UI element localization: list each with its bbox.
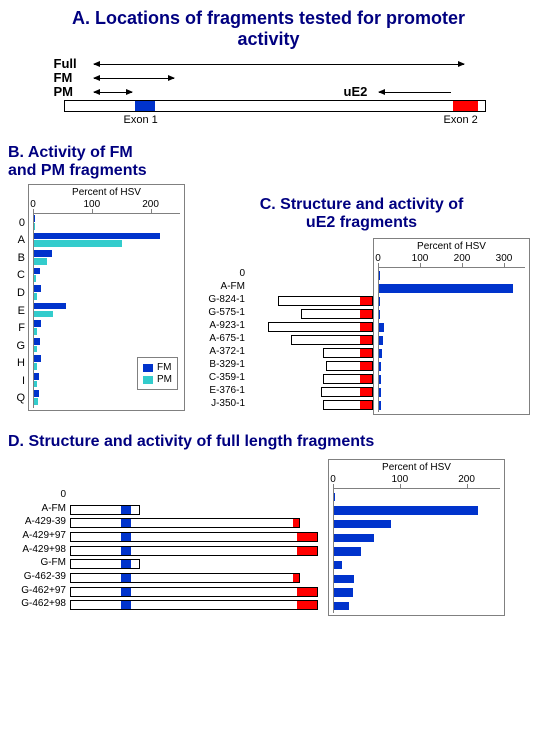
panel-c-title: C. Structure and activity of uE2 fragmen… xyxy=(193,196,530,232)
arrow-label: PM xyxy=(54,84,74,99)
panel-a-title: A. Locations of fragments tested for pro… xyxy=(8,8,529,50)
arrow-label: uE2 xyxy=(344,84,368,99)
arrow-label: Full xyxy=(54,56,77,71)
panel-d-chart: Percent of HSV0100200 xyxy=(328,459,505,616)
panel-d-structures: 0A-FMA-429-39A-429+97A-429+98G-FMG-462-3… xyxy=(8,459,328,614)
panel-b-chart: Percent of HSV01002000ABCDEFGHIQFMPM xyxy=(28,184,185,411)
arrow-label: FM xyxy=(54,70,73,85)
panel-b-title: B. Activity of FM and PM fragments xyxy=(8,144,529,180)
panel-a-diagram: FullFMPMuE2Exon 1Exon 2 xyxy=(54,56,484,126)
panel-c-structures: 0A-FMG-824-1G-575-1A-923-1A-675-1A-372-1… xyxy=(193,238,373,413)
panel-c-chart: Percent of HSV0100200300 xyxy=(373,238,530,415)
panel-d-title: D. Structure and activity of full length… xyxy=(8,433,529,451)
